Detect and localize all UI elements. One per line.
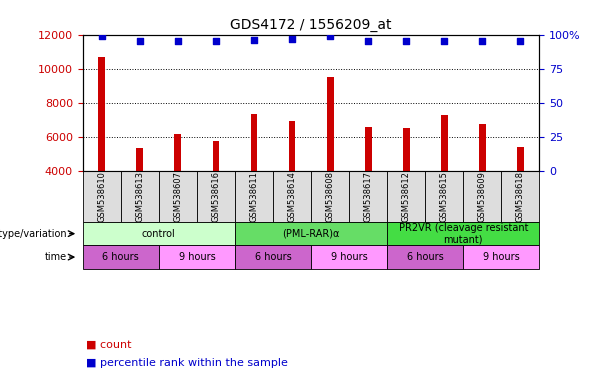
Text: GSM538616: GSM538616 <box>211 171 221 222</box>
FancyBboxPatch shape <box>463 245 539 269</box>
Text: GSM538609: GSM538609 <box>478 171 487 222</box>
FancyBboxPatch shape <box>387 222 539 245</box>
FancyBboxPatch shape <box>311 245 387 269</box>
Bar <box>251 114 257 171</box>
Point <box>135 38 145 45</box>
FancyBboxPatch shape <box>235 245 311 269</box>
Text: 9 hours: 9 hours <box>178 252 215 262</box>
Text: 9 hours: 9 hours <box>331 252 368 262</box>
Text: ■ count: ■ count <box>86 340 131 350</box>
Point <box>249 37 259 43</box>
FancyBboxPatch shape <box>387 171 425 222</box>
Text: GSM538614: GSM538614 <box>287 171 297 222</box>
Bar <box>175 134 181 171</box>
Text: GSM538608: GSM538608 <box>326 171 335 222</box>
Text: 6 hours: 6 hours <box>254 252 291 262</box>
FancyBboxPatch shape <box>425 171 463 222</box>
Point <box>287 36 297 42</box>
Bar <box>327 77 333 171</box>
FancyBboxPatch shape <box>273 171 311 222</box>
Point <box>440 38 449 45</box>
Text: GSM538612: GSM538612 <box>402 171 411 222</box>
Text: (PML-RAR)α: (PML-RAR)α <box>283 228 340 239</box>
FancyBboxPatch shape <box>387 245 463 269</box>
Text: GSM538610: GSM538610 <box>97 171 106 222</box>
Title: GDS4172 / 1556209_at: GDS4172 / 1556209_at <box>230 18 392 32</box>
Text: GSM538618: GSM538618 <box>516 171 525 222</box>
FancyBboxPatch shape <box>235 171 273 222</box>
Text: GSM538611: GSM538611 <box>249 171 259 222</box>
Bar <box>441 116 447 171</box>
FancyBboxPatch shape <box>83 222 235 245</box>
Text: GSM538613: GSM538613 <box>135 171 144 222</box>
Point <box>173 38 183 45</box>
Point <box>402 38 411 45</box>
Text: PR2VR (cleavage resistant
mutant): PR2VR (cleavage resistant mutant) <box>398 223 528 245</box>
FancyBboxPatch shape <box>197 171 235 222</box>
Point <box>211 38 221 45</box>
FancyBboxPatch shape <box>159 171 197 222</box>
Text: 9 hours: 9 hours <box>483 252 520 262</box>
Point <box>516 38 525 45</box>
Text: control: control <box>142 228 176 239</box>
Bar <box>137 148 143 171</box>
FancyBboxPatch shape <box>463 171 501 222</box>
Point <box>478 38 487 45</box>
FancyBboxPatch shape <box>311 171 349 222</box>
Bar <box>403 128 409 171</box>
FancyBboxPatch shape <box>349 171 387 222</box>
Bar <box>213 141 219 171</box>
Text: time: time <box>45 252 67 262</box>
Bar <box>365 127 371 171</box>
Point <box>326 33 335 39</box>
Point <box>97 33 107 39</box>
Text: GSM538617: GSM538617 <box>364 171 373 222</box>
FancyBboxPatch shape <box>83 245 159 269</box>
Text: genotype/variation: genotype/variation <box>0 228 67 239</box>
Point <box>364 38 373 45</box>
FancyBboxPatch shape <box>501 171 539 222</box>
Bar <box>289 121 295 171</box>
Text: GSM538607: GSM538607 <box>173 171 183 222</box>
Text: 6 hours: 6 hours <box>407 252 444 262</box>
Bar <box>98 57 105 171</box>
FancyBboxPatch shape <box>235 222 387 245</box>
FancyBboxPatch shape <box>121 171 159 222</box>
FancyBboxPatch shape <box>159 245 235 269</box>
Text: GSM538615: GSM538615 <box>440 171 449 222</box>
Text: ■ percentile rank within the sample: ■ percentile rank within the sample <box>86 358 287 368</box>
Bar <box>517 147 524 171</box>
Bar <box>479 124 485 171</box>
FancyBboxPatch shape <box>83 171 121 222</box>
Text: 6 hours: 6 hours <box>102 252 139 262</box>
